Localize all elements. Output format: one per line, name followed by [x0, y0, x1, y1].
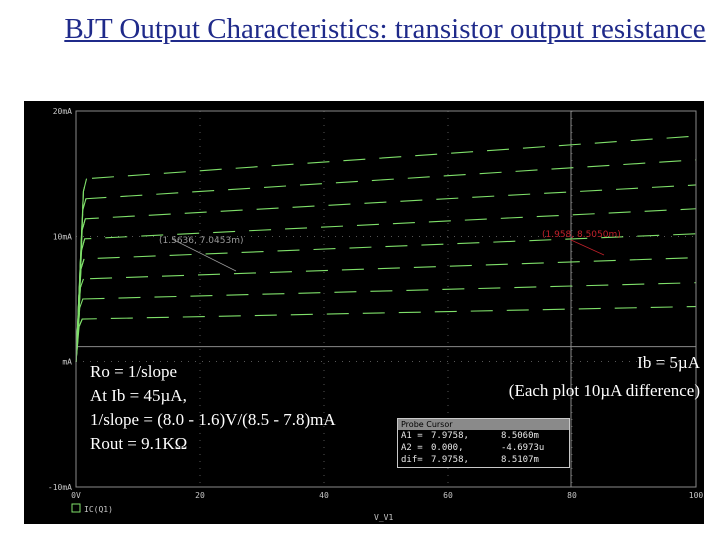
x-tick-label: 100 — [689, 491, 704, 500]
probe-row-dif: dif= 7.9758, 8.5107m — [398, 454, 569, 466]
slide-title: BJT Output Characteristics: transistor o… — [64, 13, 706, 45]
x-tick-label: 0V — [71, 491, 81, 500]
probe-cell-y: 8.5107m — [501, 455, 539, 465]
probe-cursor-window[interactable]: Probe Cursor A1 = 7.9758, 8.5060m A2 = 0… — [397, 418, 570, 468]
note-line-2: (Each plot 10µA difference) — [508, 381, 700, 400]
probe-cell-label: A1 = — [401, 431, 423, 441]
x-tick-label: 60 — [443, 491, 453, 500]
cursor-layer — [76, 111, 696, 487]
output-resistance-calculation: Ro = 1/slope At Ib = 45µA, 1/slope = (8.… — [90, 360, 336, 456]
cursor-a1-pointer — [171, 238, 237, 272]
probe-row-a2: A2 = 0.000, -4.6973u — [398, 442, 569, 454]
x-tick-label: 20 — [195, 491, 205, 500]
probe-cell-y: -4.6973u — [501, 443, 545, 453]
base-current-note: Ib = 5µA (Each plot 10µA difference) — [455, 349, 700, 405]
calc-line-1: Ro = 1/slope — [90, 362, 178, 381]
probe-row-a1: A1 = 7.9758, 8.5060m — [398, 430, 569, 442]
calc-line-4: Rout = 9.1KΩ — [90, 434, 188, 453]
plot-background — [24, 101, 704, 524]
x-tick-label: 40 — [319, 491, 329, 500]
probe-cell-x: 7.9758, — [431, 431, 469, 441]
calc-line-2: At Ib = 45µA, — [90, 386, 187, 405]
probe-cell-label: dif= — [401, 455, 423, 465]
trace-label[interactable]: IC(Q1) — [84, 505, 113, 514]
probe-cell-x: 0.000, — [431, 443, 464, 453]
ic-curve-knee-8 — [75, 178, 88, 362]
cursor-a2-pointer — [570, 239, 605, 256]
calc-line-3: 1/slope = (8.0 - 1.6)V/(8.5 - 7.8)mA — [90, 410, 336, 429]
probe-plot-window: 20mA 10mA mA -10mA 0V 20 40 60 80 100 (1.5636, 7.… — [24, 101, 704, 524]
trace-legend-symbol[interactable] — [71, 503, 81, 513]
cursor-a2-label: (1.958, 8.5050m) — [542, 230, 621, 240]
y-tick-label: -10mA — [48, 483, 72, 492]
probe-cell-x: 7.9758, — [431, 455, 469, 465]
series-layer — [75, 135, 697, 362]
plot-frame — [75, 110, 697, 488]
cursor-a1-label: (1.5636, 7.0453m) — [159, 236, 244, 246]
probe-cell-label: A2 = — [401, 443, 423, 453]
y-tick-label: 10mA — [53, 232, 72, 241]
probe-cursor-title[interactable]: Probe Cursor — [398, 419, 569, 430]
probe-cell-y: 8.5060m — [501, 431, 539, 441]
y-tick-label: mA — [62, 358, 72, 367]
x-axis-label: V_V1 — [374, 513, 393, 522]
y-tick-label: 20mA — [53, 107, 72, 116]
note-line-1: Ib = 5µA — [637, 353, 700, 372]
x-tick-label: 80 — [567, 491, 577, 500]
